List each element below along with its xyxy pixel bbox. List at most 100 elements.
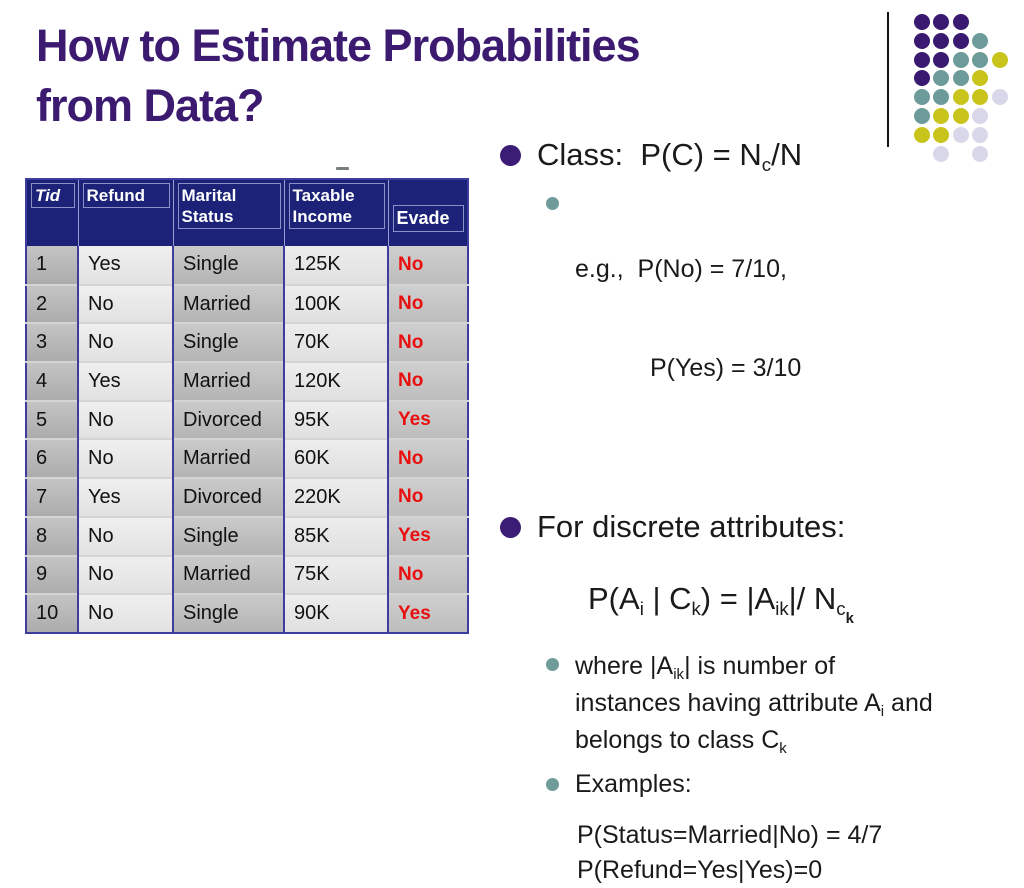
bullet-discrete-attributes: For discrete attributes:	[490, 508, 1024, 546]
deco-dot-empty	[953, 146, 969, 162]
column-header-marital-status: Marital Status	[172, 179, 284, 246]
formula-text: ) = |A	[700, 581, 776, 616]
formula-text: | C	[643, 581, 692, 616]
cell-refund: Yes	[77, 246, 173, 285]
cell-marital-status: Single	[172, 515, 284, 556]
prior-example-text: e.g., P(No) = 7/10, P(Yes) = 3/10	[575, 187, 801, 451]
formula-subscript: ck	[836, 597, 854, 626]
formula-text: | is number of instances having attribut…	[575, 652, 881, 717]
cell-refund: No	[77, 283, 173, 324]
cell-marital-status: Single	[172, 322, 284, 363]
decorative-vertical-line	[887, 12, 889, 147]
prior-example-line2: P(Yes) = 3/10	[650, 354, 802, 382]
bullet-example-prior: e.g., P(No) = 7/10, P(Yes) = 3/10	[490, 187, 1024, 451]
dot-row	[912, 107, 1010, 126]
formula-text: Class: P(C) = N	[537, 137, 762, 172]
cell-taxable-income: 100K	[283, 283, 388, 324]
formula-subscript: k	[779, 739, 787, 757]
deco-dot	[952, 107, 969, 124]
table-header-row: Tid Refund Marital Status Taxable Income…	[26, 179, 468, 246]
cell-tid: 4	[26, 361, 78, 401]
cell-marital-status: Divorced	[172, 477, 284, 517]
prior-example-line1: e.g., P(No) = 7/10,	[575, 255, 787, 283]
cell-taxable-income: 90K	[283, 593, 388, 633]
column-header-refund-label: Refund	[82, 183, 170, 208]
formula-text: P(A	[588, 581, 640, 616]
table-row: 10 No Single 90K Yes	[26, 593, 468, 633]
cell-marital-status: Single	[172, 246, 284, 285]
cell-taxable-income: 85K	[283, 515, 388, 556]
sub-bullet-icon	[546, 658, 559, 671]
bullet-icon	[500, 517, 521, 538]
deco-dot	[991, 51, 1008, 68]
cell-tid: 10	[26, 593, 78, 633]
cell-tid: 2	[26, 283, 78, 324]
bullet-class-prior: Class: P(C) = Nc/N	[490, 136, 1024, 174]
cell-evade: No	[387, 477, 468, 517]
dot-row	[912, 126, 1010, 145]
table-row: 1 Yes Single 125K No	[26, 246, 468, 285]
cell-taxable-income: 75K	[283, 554, 388, 595]
cell-tid: 5	[26, 399, 78, 440]
cell-marital-status: Single	[172, 593, 284, 633]
column-header-evade-label: Evade	[392, 205, 464, 232]
cell-tid: 8	[26, 515, 78, 556]
cell-tid: 6	[26, 438, 78, 479]
cell-refund: No	[77, 554, 173, 595]
deco-dot	[933, 89, 950, 106]
table-row: 5 No Divorced 95K Yes	[26, 399, 468, 440]
column-header-taxable-income-label: Taxable Income	[288, 183, 385, 229]
deco-dot	[991, 89, 1008, 106]
column-header-evade: Evade	[387, 179, 468, 246]
cell-taxable-income: 70K	[283, 322, 388, 363]
deco-dot	[933, 126, 950, 143]
deco-dot	[913, 70, 930, 87]
formula-subscript: ik	[775, 597, 789, 619]
deco-dot	[913, 14, 930, 30]
cell-evade: No	[387, 322, 468, 363]
dot-row	[912, 32, 1010, 51]
cell-evade: No	[387, 361, 468, 401]
formula-subscript: ik	[673, 665, 685, 683]
formula-text: c	[836, 597, 846, 619]
deco-dot	[972, 126, 989, 143]
deco-dot-empty	[992, 33, 1008, 49]
cell-evade: No	[387, 246, 468, 285]
dot-row	[912, 51, 1010, 70]
formula-subscript: i	[639, 597, 644, 619]
formula-text: and belongs to class C	[575, 689, 933, 754]
deco-dot	[933, 14, 950, 30]
table-row: 8 No Single 85K Yes	[26, 515, 468, 556]
dot-grid	[912, 13, 1010, 163]
table-row: 2 No Married 100K No	[26, 283, 468, 324]
page-title: How to Estimate Probabilities from Data?	[36, 20, 641, 131]
bullet-examples: Examples:	[490, 768, 1024, 801]
example-married-no: P(Status=Married|No) = 4/7	[577, 821, 883, 849]
deco-dot-empty	[992, 70, 1008, 86]
cell-evade: No	[387, 554, 468, 595]
deco-dot-empty	[972, 14, 988, 30]
formula-text: where |A	[575, 652, 674, 680]
table-header: Tid Refund Marital Status Taxable Income…	[26, 179, 468, 246]
cell-tid: 3	[26, 322, 78, 363]
column-header-tid-label: Tid	[31, 183, 75, 208]
table-row: 6 No Married 60K No	[26, 438, 468, 479]
cell-taxable-income: 220K	[283, 477, 388, 517]
slide: How to Estimate Probabilities from Data?…	[25, 12, 1024, 884]
cell-refund: Yes	[77, 477, 173, 517]
column-header-refund: Refund	[77, 179, 173, 246]
dot-row	[912, 145, 1010, 164]
sub-bullet-icon	[546, 197, 559, 210]
deco-dot	[972, 70, 989, 87]
cell-refund: No	[77, 399, 173, 440]
deco-dot	[933, 70, 950, 87]
table-row: 9 No Married 75K No	[26, 554, 468, 595]
deco-dot	[933, 32, 950, 49]
deco-dot-empty	[992, 146, 1008, 162]
cell-refund: Yes	[77, 361, 173, 401]
deco-dot	[933, 145, 950, 162]
cell-refund: No	[77, 515, 173, 556]
deco-dot	[952, 70, 969, 87]
cell-tid: 1	[26, 246, 78, 285]
cell-marital-status: Married	[172, 361, 284, 401]
